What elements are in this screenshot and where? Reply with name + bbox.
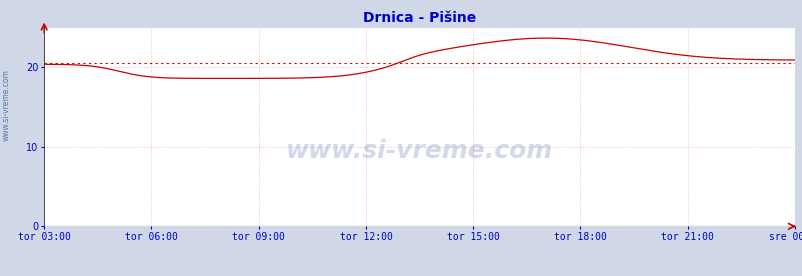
Text: www.si-vreme.com: www.si-vreme.com [2,69,11,141]
Title: Drnica - Pišine: Drnica - Pišine [363,11,476,25]
Text: www.si-vreme.com: www.si-vreme.com [286,139,553,163]
